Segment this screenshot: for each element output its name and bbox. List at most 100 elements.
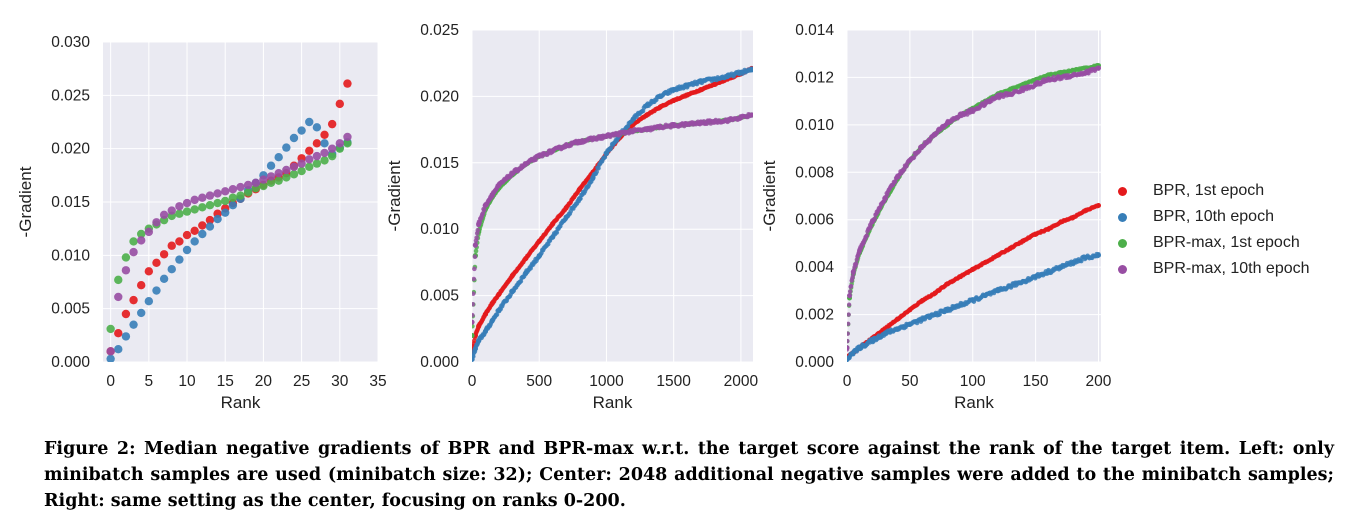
data-point — [144, 267, 154, 276]
data-point — [472, 332, 475, 339]
data-point — [472, 346, 478, 352]
data-point — [343, 79, 352, 88]
x-tick-label: 10 — [178, 373, 196, 390]
data-point — [630, 116, 636, 122]
data-point — [848, 283, 854, 289]
data-point — [335, 99, 345, 109]
data-point — [305, 146, 314, 155]
data-point — [1045, 72, 1051, 78]
y-tick-label: 0.025 — [420, 22, 459, 39]
data-point — [472, 242, 478, 248]
x-axis-label: Rank — [954, 393, 994, 412]
data-point — [221, 187, 230, 196]
data-point — [494, 312, 500, 317]
data-point — [1020, 86, 1026, 92]
data-point — [630, 128, 636, 134]
data-point — [205, 201, 215, 210]
data-point — [221, 208, 230, 217]
data-point — [472, 254, 478, 260]
figure-caption: Figure 2: Median negative gradients of B… — [44, 439, 1334, 511]
y-tick-label: 0.002 — [795, 307, 834, 324]
legend-label-bprmax-1st: BPR-max, 1st epoch — [1153, 234, 1300, 251]
data-point — [289, 170, 299, 179]
data-point — [259, 181, 268, 191]
data-point — [854, 261, 859, 266]
data-point — [1033, 231, 1039, 237]
data-point — [129, 237, 138, 246]
data-point — [259, 175, 268, 184]
data-point — [847, 338, 850, 344]
data-point — [1095, 65, 1101, 71]
data-point — [266, 161, 276, 170]
data-point — [282, 173, 291, 182]
data-point — [869, 219, 875, 225]
data-point — [738, 69, 744, 76]
data-point — [198, 203, 207, 212]
y-tick-label: 0.015 — [420, 155, 459, 172]
data-point — [472, 356, 475, 362]
y-axis-label: -Gradient — [16, 166, 35, 237]
data-point — [1058, 219, 1064, 225]
data-point — [894, 326, 900, 332]
data-point — [213, 189, 222, 198]
data-point — [1070, 214, 1076, 220]
data-point — [550, 221, 556, 227]
data-point — [893, 179, 898, 184]
data-point — [945, 281, 951, 287]
data-point — [198, 229, 207, 239]
data-point — [554, 230, 560, 235]
data-point — [970, 267, 976, 273]
data-point — [159, 250, 169, 259]
data-point — [1007, 245, 1013, 251]
data-point — [982, 101, 988, 107]
data-point — [1083, 255, 1089, 261]
x-axis-label: Rank — [593, 393, 633, 412]
data-point — [907, 157, 913, 163]
chart-panel-3: 0.000 0.002 0.004 0.006 0.008 0.010 0.012 0.014… — [760, 22, 1112, 412]
y-tick-label: 0.006 — [795, 212, 834, 229]
data-point — [1045, 77, 1051, 83]
data-point — [266, 172, 276, 181]
data-point — [847, 293, 853, 299]
x-tick-label: 30 — [331, 373, 349, 390]
data-point — [228, 185, 238, 194]
x-tick-label: 100 — [960, 373, 986, 390]
data-point — [496, 307, 502, 313]
data-point — [576, 186, 583, 192]
data-point — [182, 230, 192, 240]
data-point — [152, 258, 161, 267]
legend-item-bprmax-1st: BPR-max, 1st epoch — [1118, 230, 1310, 256]
data-point — [327, 144, 337, 153]
data-point — [472, 291, 476, 296]
data-point — [882, 195, 888, 201]
data-point — [312, 123, 322, 132]
data-point — [198, 221, 207, 230]
data-point — [136, 236, 146, 245]
data-point — [536, 253, 542, 259]
data-point — [1058, 264, 1064, 270]
data-point — [697, 120, 704, 126]
data-point — [121, 253, 131, 262]
data-point — [550, 234, 556, 240]
y-tick-label: 0.012 — [795, 69, 834, 86]
data-point — [136, 229, 146, 239]
data-point — [724, 73, 731, 80]
data-point — [472, 312, 475, 318]
data-point — [297, 166, 306, 176]
data-point — [982, 293, 988, 299]
legend: BPR, 1st epoch BPR, 10th epoch BPR-max, … — [1118, 178, 1310, 282]
series-bpr_1st — [847, 202, 1101, 360]
data-point — [868, 224, 873, 229]
legend-item-bprmax-10th: BPR-max, 10th epoch — [1118, 256, 1310, 282]
data-point — [847, 321, 851, 326]
data-point — [472, 301, 476, 307]
y-tick-label: 0.015 — [51, 194, 90, 211]
data-point — [1020, 278, 1026, 284]
data-point — [496, 291, 502, 297]
data-point — [970, 297, 976, 303]
data-point — [590, 136, 596, 142]
data-point — [919, 316, 925, 322]
data-point — [136, 308, 146, 318]
data-point — [563, 205, 569, 211]
data-point — [957, 302, 963, 308]
